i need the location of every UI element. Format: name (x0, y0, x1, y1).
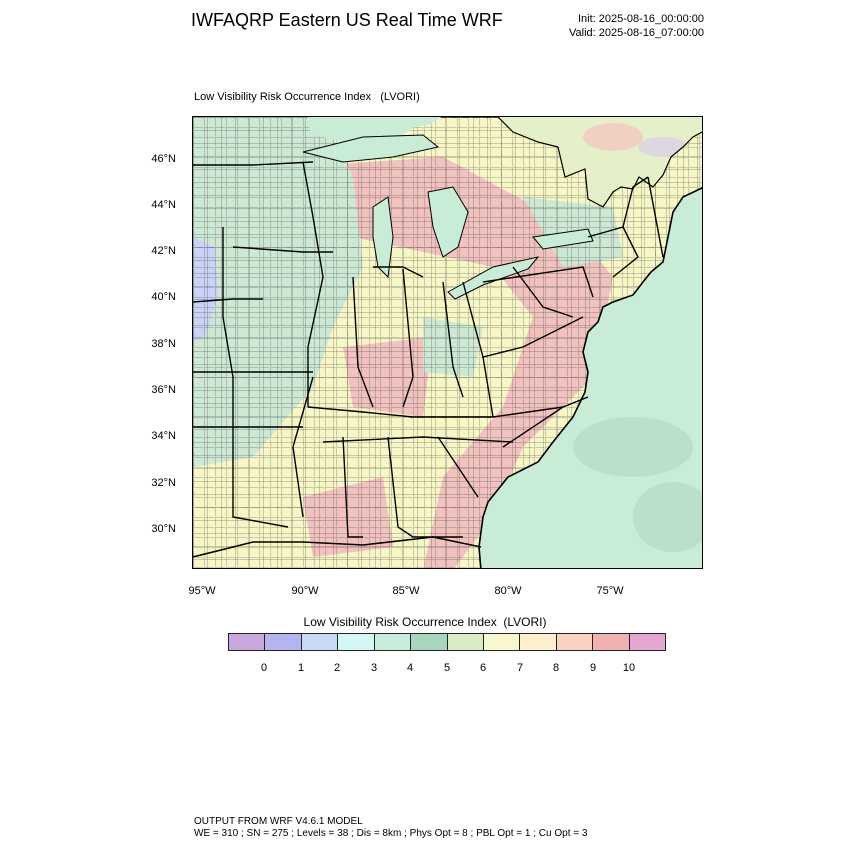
lake-huron (427, 186, 469, 258)
map-canvas (193, 117, 702, 568)
lat-label: 46°N (151, 153, 176, 165)
colorbar-title: Low Visibility Risk Occurrence Index (LV… (303, 615, 547, 629)
canada-purple-patch (638, 137, 688, 157)
colorbar-swatch (374, 634, 412, 650)
colorbar-swatch (411, 634, 448, 650)
init-time: Init: 2025-08-16_00:00:00 (578, 13, 704, 25)
lat-label: 42°N (151, 245, 176, 257)
colorbar-label: 10 (622, 662, 636, 674)
colorbar-swatch (520, 634, 557, 650)
lake-erie (447, 256, 540, 300)
lon-label: 95°W (188, 585, 216, 597)
colorbar-swatch (593, 634, 630, 650)
colorbar-swatch (265, 634, 302, 650)
gulf-coastline (193, 536, 482, 558)
colorbar-label: 2 (333, 662, 341, 674)
lake-ontario (532, 228, 594, 250)
canada-border (441, 117, 702, 208)
lake-superior (302, 134, 440, 163)
colorbar-swatch (338, 634, 375, 650)
lake-michigan (372, 196, 394, 279)
valid-time: Valid: 2025-08-16_07:00:00 (569, 27, 704, 39)
plot-title: IWFAQRP Eastern US Real Time WRF (191, 10, 503, 30)
colorbar (228, 633, 666, 651)
field-label: Low Visibility Risk Occurrence Index (LV… (194, 91, 420, 103)
colorbar-swatch (229, 634, 266, 650)
colorbar-label: 6 (479, 662, 487, 674)
colorbar-label: 5 (443, 662, 451, 674)
colorbar-label: 0 (260, 662, 268, 674)
colorbar-swatch (301, 634, 339, 650)
colorbar-label: 1 (297, 662, 305, 674)
lat-label: 40°N (151, 291, 176, 303)
lat-label: 32°N (151, 477, 176, 489)
state-borders (193, 161, 664, 538)
colorbar-label: 8 (552, 662, 560, 674)
colorbar-label: 3 (370, 662, 378, 674)
ocean-shade (633, 482, 702, 552)
colorbar-label: 4 (406, 662, 414, 674)
colorbar-swatch (629, 634, 666, 650)
lat-label: 34°N (151, 430, 176, 442)
lat-label: 30°N (151, 523, 176, 535)
colorbar-swatch (483, 634, 521, 650)
ocean-shade (573, 417, 693, 477)
canada-high-patch (583, 123, 643, 151)
footer-model: OUTPUT FROM WRF V4.6.1 MODEL (194, 816, 363, 827)
lon-label: 85°W (392, 585, 420, 597)
lon-label: 75°W (596, 585, 624, 597)
coastline (478, 187, 702, 568)
lon-label: 90°W (291, 585, 319, 597)
colorbar-label: 9 (589, 662, 597, 674)
lat-label: 38°N (151, 338, 176, 350)
lon-label: 80°W (494, 585, 522, 597)
lvori-map (192, 116, 703, 569)
colorbar-swatch (556, 634, 594, 650)
footer-config: WE = 310 ; SN = 275 ; Levels = 38 ; Dis … (194, 828, 588, 839)
lat-label: 36°N (151, 384, 176, 396)
colorbar-label: 7 (516, 662, 524, 674)
lat-label: 44°N (151, 199, 176, 211)
colorbar-swatch (447, 634, 484, 650)
